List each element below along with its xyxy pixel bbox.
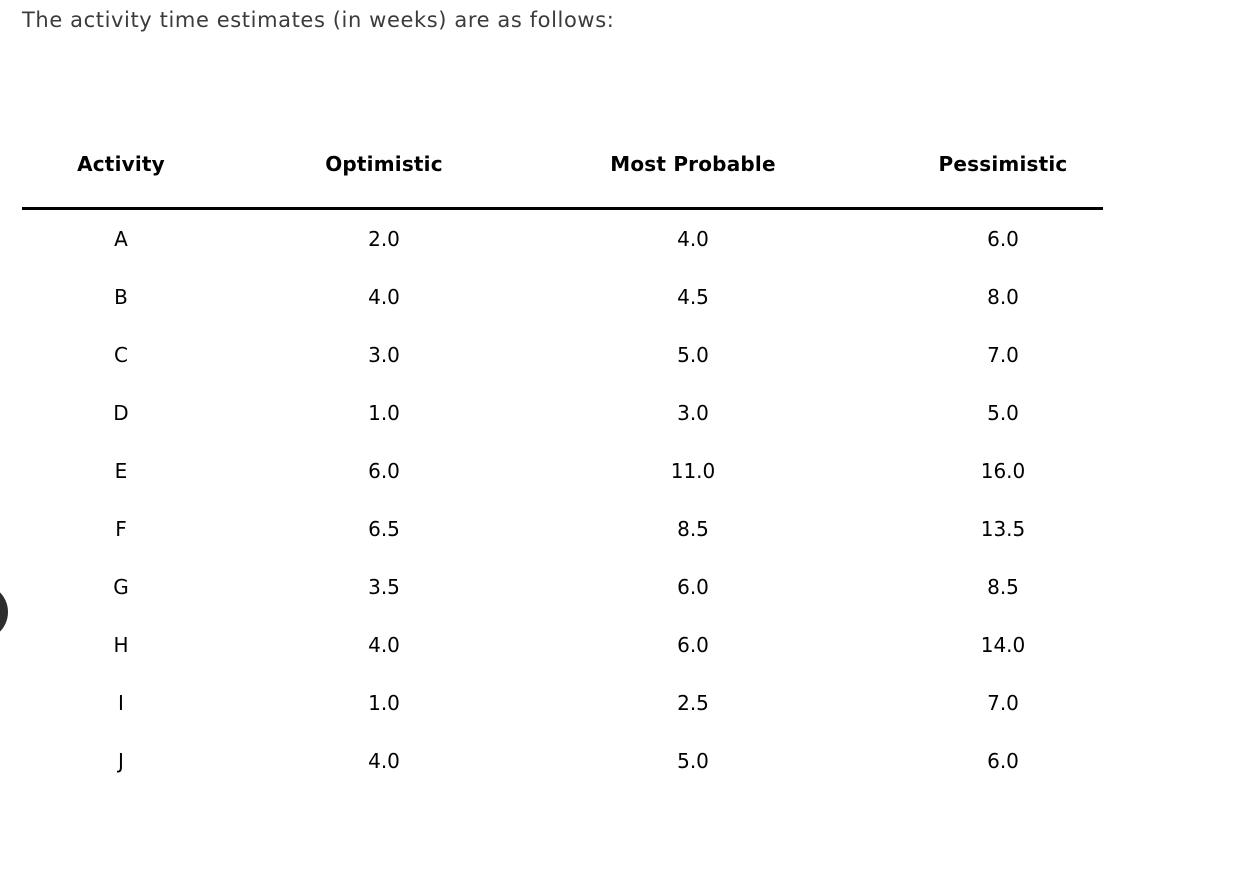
column-header-most-probable: Most Probable xyxy=(610,152,776,176)
cell-optimistic: 3.0 xyxy=(368,343,400,367)
cell-optimistic: 4.0 xyxy=(368,633,400,657)
page-title: The activity time estimates (in weeks) a… xyxy=(22,8,615,32)
cell-activity: J xyxy=(118,749,124,773)
cell-pessimistic: 7.0 xyxy=(987,343,1019,367)
table-row: G 3.5 6.0 8.5 xyxy=(22,558,1168,616)
column-header-optimistic: Optimistic xyxy=(325,152,443,176)
cell-pessimistic: 5.0 xyxy=(987,401,1019,425)
cell-most-probable: 4.0 xyxy=(677,227,709,251)
cell-pessimistic: 14.0 xyxy=(980,633,1026,657)
cell-most-probable: 8.5 xyxy=(677,517,709,541)
clipped-circle-badge xyxy=(0,584,8,640)
cell-most-probable: 5.0 xyxy=(677,343,709,367)
table-row: J 4.0 5.0 6.0 xyxy=(22,732,1168,790)
cell-optimistic: 6.5 xyxy=(368,517,400,541)
table-header-row: Activity Optimistic Most Probable Pessim… xyxy=(22,140,1168,188)
cell-most-probable: 11.0 xyxy=(670,459,716,483)
cell-most-probable: 5.0 xyxy=(677,749,709,773)
column-header-pessimistic: Pessimistic xyxy=(938,152,1068,176)
cell-most-probable: 6.0 xyxy=(677,575,709,599)
cell-pessimistic: 13.5 xyxy=(980,517,1026,541)
cell-optimistic: 1.0 xyxy=(368,401,400,425)
table-row: I 1.0 2.5 7.0 xyxy=(22,674,1168,732)
table-row: A 2.0 4.0 6.0 xyxy=(22,210,1168,268)
table-row: D 1.0 3.0 5.0 xyxy=(22,384,1168,442)
cell-pessimistic: 8.5 xyxy=(987,575,1019,599)
cell-optimistic: 4.0 xyxy=(368,749,400,773)
cell-optimistic: 2.0 xyxy=(368,227,400,251)
table-row: C 3.0 5.0 7.0 xyxy=(22,326,1168,384)
cell-most-probable: 6.0 xyxy=(677,633,709,657)
cell-activity: E xyxy=(114,459,128,483)
cell-activity: H xyxy=(113,633,129,657)
cell-pessimistic: 8.0 xyxy=(987,285,1019,309)
cell-activity: D xyxy=(113,401,129,425)
cell-most-probable: 3.0 xyxy=(677,401,709,425)
table-row: B 4.0 4.5 8.0 xyxy=(22,268,1168,326)
table-row: E 6.0 11.0 16.0 xyxy=(22,442,1168,500)
header-divider xyxy=(22,207,1103,210)
activity-estimates-table: Activity Optimistic Most Probable Pessim… xyxy=(22,140,1168,790)
cell-activity: I xyxy=(118,691,124,715)
table-row: H 4.0 6.0 14.0 xyxy=(22,616,1168,674)
cell-pessimistic: 7.0 xyxy=(987,691,1019,715)
cell-activity: G xyxy=(113,575,129,599)
cell-activity: A xyxy=(114,227,128,251)
cell-pessimistic: 6.0 xyxy=(987,227,1019,251)
table-row: F 6.5 8.5 13.5 xyxy=(22,500,1168,558)
cell-optimistic: 1.0 xyxy=(368,691,400,715)
cell-most-probable: 2.5 xyxy=(677,691,709,715)
cell-optimistic: 3.5 xyxy=(368,575,400,599)
cell-pessimistic: 16.0 xyxy=(980,459,1026,483)
cell-pessimistic: 6.0 xyxy=(987,749,1019,773)
cell-activity: F xyxy=(115,517,127,541)
cell-activity: B xyxy=(114,285,128,309)
cell-optimistic: 6.0 xyxy=(368,459,400,483)
cell-most-probable: 4.5 xyxy=(677,285,709,309)
column-header-activity: Activity xyxy=(77,152,165,176)
cell-activity: C xyxy=(114,343,128,367)
cell-optimistic: 4.0 xyxy=(368,285,400,309)
